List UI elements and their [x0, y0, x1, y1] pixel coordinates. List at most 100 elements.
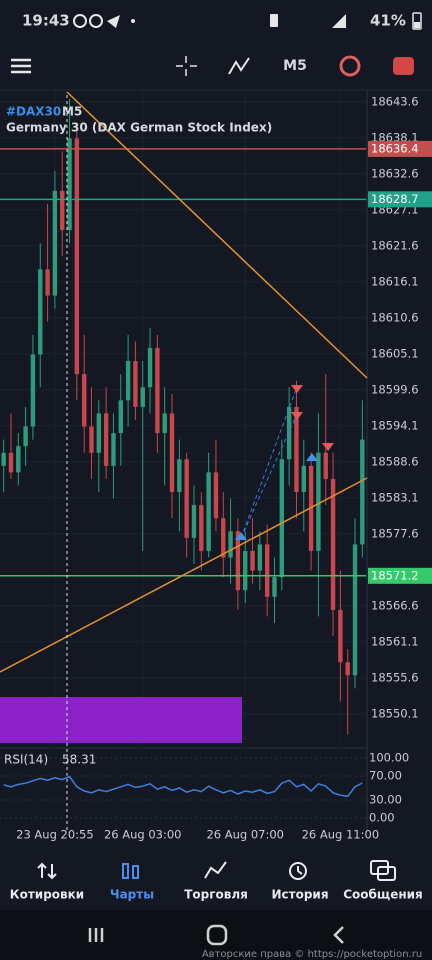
home-button[interactable]: [206, 924, 228, 946]
candle-body: [74, 138, 80, 375]
y-tick-label: 18577.6: [371, 526, 419, 540]
candle-body: [213, 472, 219, 519]
price-level-tag: [368, 567, 432, 584]
candle-body: [228, 531, 233, 558]
indicators-tool[interactable]: [228, 57, 250, 75]
candle-body: [286, 406, 292, 460]
y-tick-label: 30.00: [369, 792, 402, 806]
candle-body: [16, 446, 21, 473]
candle-body: [316, 452, 321, 551]
theme-button[interactable]: [339, 55, 361, 77]
candle-body: [264, 544, 270, 597]
y-tick-label: 18643.6: [371, 94, 419, 108]
candle-body: [360, 439, 365, 545]
candle-body: [23, 426, 28, 447]
candle-body: [250, 550, 255, 571]
candle-body: [133, 361, 138, 407]
x-tick-label: 26 Aug 07:00: [206, 828, 284, 842]
candle-body: [257, 544, 263, 571]
candle-body: [352, 544, 358, 676]
back-button[interactable]: [333, 926, 344, 944]
toolbar: [11, 55, 414, 77]
candle-body: [323, 452, 328, 479]
buy-marker: [235, 532, 247, 540]
candle-body: [1, 452, 6, 466]
rsi-panel: 100.00 70.00 30.00 0.00: [0, 750, 409, 824]
timeframe-button[interactable]: M5: [283, 58, 307, 74]
drawings: [0, 91, 368, 830]
chart-title: Germany 30 (DAX German Stock Index): [6, 121, 272, 135]
candle-body: [272, 577, 277, 597]
y-tick-label: 18610.6: [371, 310, 419, 324]
labels: 18643.618638.118632.618627.118621.618616…: [368, 94, 432, 720]
sell-marker: [291, 385, 303, 393]
candle-body: [199, 505, 204, 551]
trend-line: [66, 91, 368, 379]
candle-body: [294, 406, 299, 493]
candle-body: [235, 531, 241, 591]
candle-body: [338, 609, 343, 663]
rsi-value: 58.31: [62, 753, 96, 767]
candle-body: [206, 472, 211, 551]
y-tick-label: 18566.6: [371, 598, 419, 612]
candle-body: [177, 459, 182, 493]
sell-marker: [322, 443, 334, 451]
candle-body: [125, 361, 131, 401]
candle-body: [60, 190, 65, 231]
y-tick-label: 18594.1: [371, 418, 419, 432]
candle-body: [67, 138, 72, 231]
candle-body: [169, 413, 175, 493]
candle-body: [81, 374, 87, 427]
trade-line: [240, 413, 298, 539]
nav-label[interactable]: Сообщения: [343, 888, 422, 902]
y-tick-label: 18616.1: [371, 274, 419, 288]
candle-body: [184, 459, 189, 538]
y-tick-label: 18632.6: [371, 166, 419, 180]
trade-button[interactable]: [393, 57, 414, 75]
nav-label[interactable]: Котировки: [10, 888, 84, 902]
price-level-tag: [368, 191, 432, 208]
nav-label[interactable]: История: [271, 888, 328, 902]
battery: 41%: [370, 12, 406, 30]
candle-body: [301, 465, 306, 493]
y-tick-label: 0.00: [369, 810, 395, 824]
system-nav: [0, 910, 432, 960]
buy-marker: [306, 453, 318, 461]
status-icons: [73, 12, 422, 30]
y-tick-label: 18588.6: [371, 454, 419, 468]
zone: [0, 697, 242, 743]
y-tick-label: 18605.1: [371, 346, 419, 360]
watermark: Авторские права © https://pocketoption.r…: [202, 949, 422, 960]
main-chart: [0, 90, 366, 748]
candle-body: [140, 387, 145, 407]
rsi-line: [3, 775, 363, 798]
y-tick-label: 18550.1: [371, 706, 419, 720]
chart-timeframe: M5: [62, 105, 82, 119]
candle-body: [147, 347, 153, 388]
nav-label[interactable]: Торговля: [184, 888, 248, 902]
candle-body: [30, 354, 36, 427]
x-tick-label: 26 Aug 11:00: [302, 828, 380, 842]
x-tick-label: 26 Aug 03:00: [104, 828, 182, 842]
price-level-tag: [368, 140, 432, 157]
price-level-label: 18636.4: [371, 141, 419, 155]
candle-body: [330, 478, 336, 610]
sell-marker: [291, 412, 303, 420]
symbol[interactable]: #DAX30: [6, 105, 61, 119]
candle-body: [162, 413, 167, 434]
candle-body: [221, 518, 226, 558]
price-level-label: 18628.7: [371, 192, 419, 206]
recents-button[interactable]: [88, 928, 104, 942]
y-tick-label: 18555.6: [371, 670, 419, 684]
crosshair-tool[interactable]: [176, 56, 197, 76]
x-axis: 23 Aug 20:55 26 Aug 03:00 26 Aug 07:00 26 A…: [16, 828, 379, 842]
rsi-title: RSI(14): [4, 753, 48, 767]
bottom-nav: [0, 848, 432, 910]
y-tick-label: 18621.6: [371, 238, 419, 252]
nav-label[interactable]: Чарты: [110, 888, 154, 902]
candle-body: [103, 413, 109, 466]
candle-body: [45, 269, 50, 296]
nav-labels: Котировки Чарты Торговля История Сообщения: [10, 888, 423, 902]
